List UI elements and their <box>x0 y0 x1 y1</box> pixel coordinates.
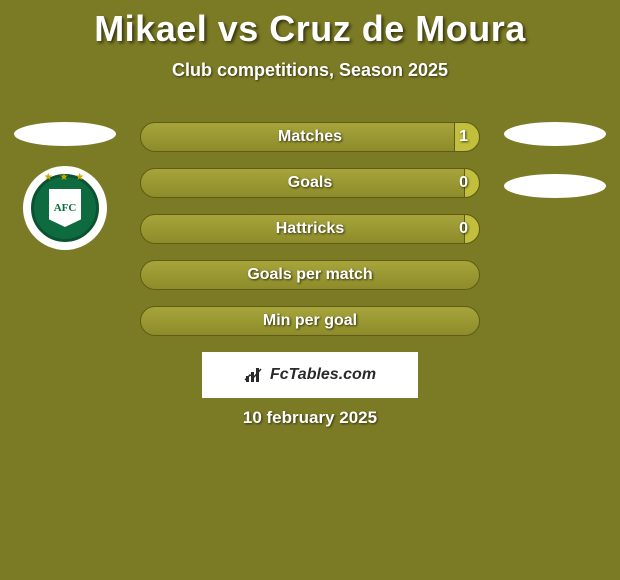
stat-bar-bg <box>140 214 480 244</box>
stat-value-right: 0 <box>459 168 468 198</box>
stat-value-right: 0 <box>459 214 468 244</box>
bar-chart-icon <box>244 366 266 384</box>
stat-bar-bg <box>140 168 480 198</box>
stat-value-right: 1 <box>459 122 468 152</box>
stat-row-goals-per-match: Goals per match <box>140 260 480 290</box>
stat-row-hattricks: Hattricks 0 <box>140 214 480 244</box>
stat-row-matches: Matches 1 <box>140 122 480 152</box>
stat-bar-bg <box>140 122 480 152</box>
stat-bar-bg <box>140 306 480 336</box>
stat-bar-bg <box>140 260 480 290</box>
stats-container: Matches 1 Goals 0 Hattricks 0 Goals per … <box>140 122 480 352</box>
stat-row-goals: Goals 0 <box>140 168 480 198</box>
page-title: Mikael vs Cruz de Moura <box>0 0 620 50</box>
right-team-column <box>500 122 610 198</box>
right-team-ellipse-1 <box>504 122 606 146</box>
club-stars-icon: ★ ★ ★ <box>44 172 86 183</box>
left-team-club-badge: ★ ★ ★ AFC <box>23 166 107 250</box>
attribution-link[interactable]: FcTables.com <box>202 352 418 398</box>
page-subtitle: Club competitions, Season 2025 <box>0 60 620 81</box>
club-badge-banner: AFC <box>49 189 81 227</box>
attribution-text: FcTables.com <box>270 366 376 384</box>
stat-row-min-per-goal: Min per goal <box>140 306 480 336</box>
left-team-ellipse-1 <box>14 122 116 146</box>
right-team-ellipse-2 <box>504 174 606 198</box>
club-badge-inner: AFC <box>31 174 99 242</box>
date-text: 10 february 2025 <box>0 408 620 428</box>
left-team-column: ★ ★ ★ AFC <box>10 122 120 250</box>
